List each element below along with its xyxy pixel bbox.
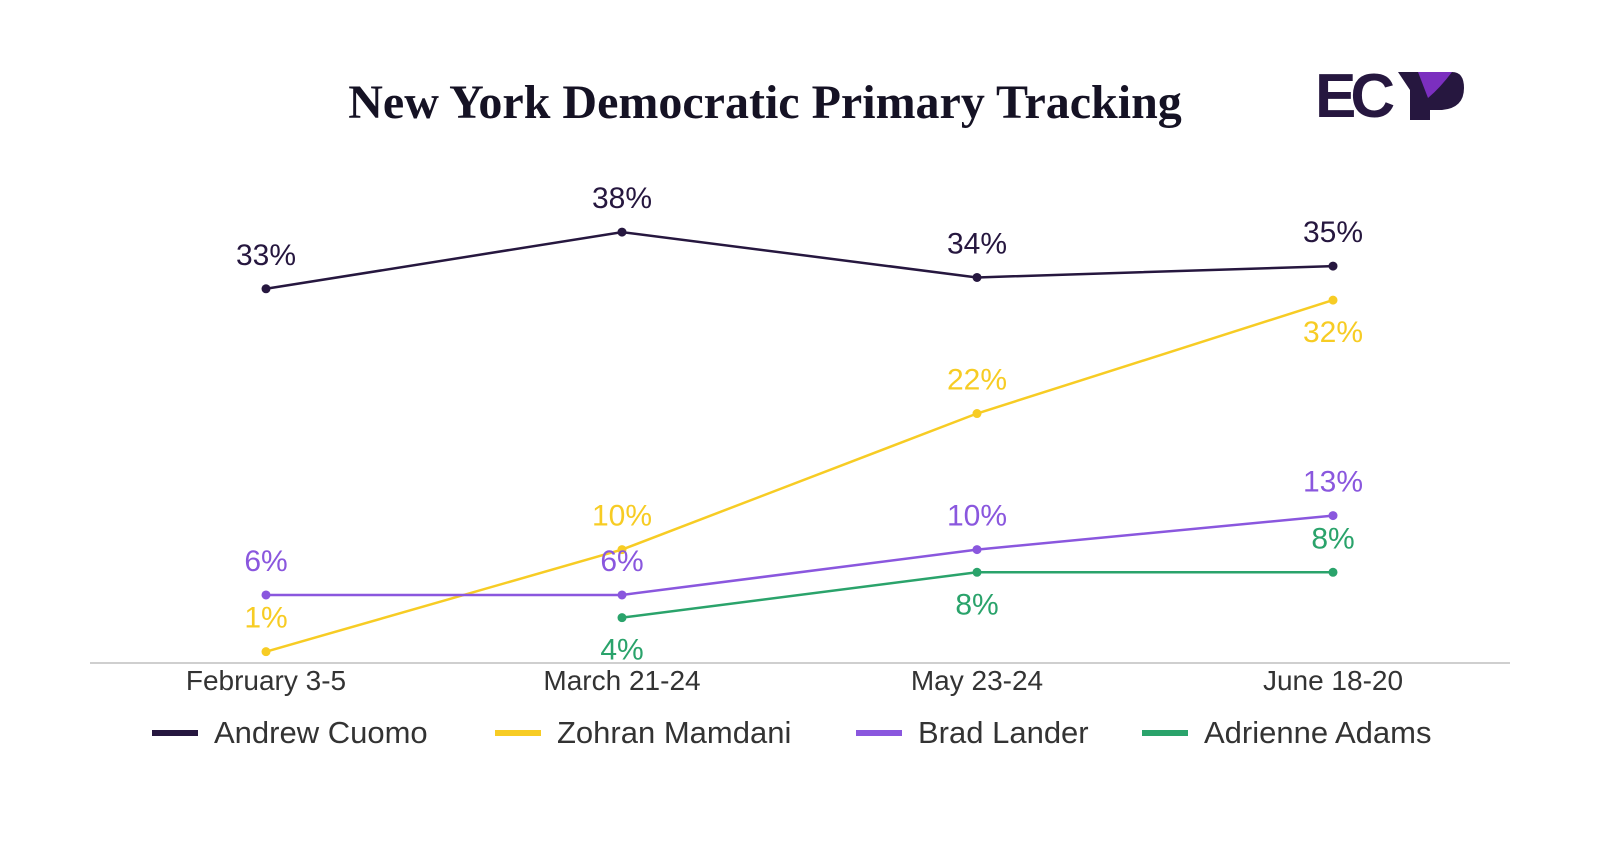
- data-label-brad-lander: 6%: [244, 545, 287, 578]
- data-point-adrienne-adams: [1328, 567, 1338, 577]
- x-tick-label: March 21-24: [543, 665, 700, 696]
- data-point-andrew-cuomo: [261, 284, 271, 294]
- data-label-brad-lander: 6%: [600, 545, 643, 578]
- data-point-zohran-mamdani: [617, 545, 627, 555]
- legend-label-adrienne-adams: Adrienne Adams: [1204, 715, 1431, 750]
- data-label-zohran-mamdani: 32%: [1303, 316, 1363, 349]
- data-label-andrew-cuomo: 38%: [592, 182, 652, 215]
- data-label-zohran-mamdani: 1%: [244, 602, 287, 635]
- data-point-brad-lander: [972, 545, 982, 555]
- x-tick-label: May 23-24: [911, 665, 1043, 696]
- series-line-zohran-mamdani: [265, 298, 1334, 653]
- series-layer: 33% 38% 34% 35% 1% 10% 22% 32% 6% 6% 10% 13% 4% 8% 8%: [236, 182, 1363, 667]
- data-label-andrew-cuomo: 34%: [947, 227, 1007, 260]
- data-point-brad-lander: [617, 590, 627, 600]
- legend-label-brad-lander: Brad Lander: [918, 715, 1089, 750]
- data-point-andrew-cuomo: [972, 272, 982, 282]
- data-label-adrienne-adams: 4%: [600, 634, 643, 667]
- x-tick-label: February 3-5: [186, 665, 346, 696]
- data-point-brad-lander: [261, 590, 271, 600]
- data-point-zohran-mamdani: [261, 647, 271, 657]
- data-point-andrew-cuomo: [617, 227, 627, 237]
- series-line-brad-lander: [266, 514, 1334, 597]
- data-label-brad-lander: 13%: [1303, 466, 1363, 499]
- data-point-adrienne-adams: [617, 613, 627, 623]
- data-label-adrienne-adams: 8%: [1311, 522, 1354, 555]
- data-label-adrienne-adams: 8%: [955, 588, 998, 621]
- x-tick-label: June 18-20: [1263, 665, 1403, 696]
- legend: Andrew Cuomo Zohran Mamdani Brad Lander Adr…: [152, 715, 1431, 750]
- series-line-andrew-cuomo: [265, 230, 1334, 291]
- legend-label-andrew-cuomo: Andrew Cuomo: [214, 715, 428, 750]
- data-point-andrew-cuomo: [1328, 261, 1338, 271]
- data-label-zohran-mamdani: 10%: [592, 500, 652, 533]
- x-tick-labels: February 3-5 March 21-24 May 23-24 June 18-…: [186, 665, 1403, 696]
- data-point-brad-lander: [1328, 511, 1338, 521]
- data-label-zohran-mamdani: 22%: [947, 364, 1007, 397]
- legend-label-zohran-mamdani: Zohran Mamdani: [557, 715, 791, 750]
- data-point-adrienne-adams: [972, 567, 982, 577]
- data-label-brad-lander: 10%: [947, 500, 1007, 533]
- data-point-zohran-mamdani: [1328, 295, 1338, 305]
- data-label-andrew-cuomo: 35%: [1303, 216, 1363, 249]
- chart-title: New York Democratic Primary Tracking: [348, 76, 1182, 129]
- ecp-logo: EC: [1315, 62, 1464, 131]
- data-point-zohran-mamdani: [972, 409, 982, 419]
- data-label-andrew-cuomo: 33%: [236, 239, 296, 272]
- svg-text:EC: EC: [1315, 62, 1394, 131]
